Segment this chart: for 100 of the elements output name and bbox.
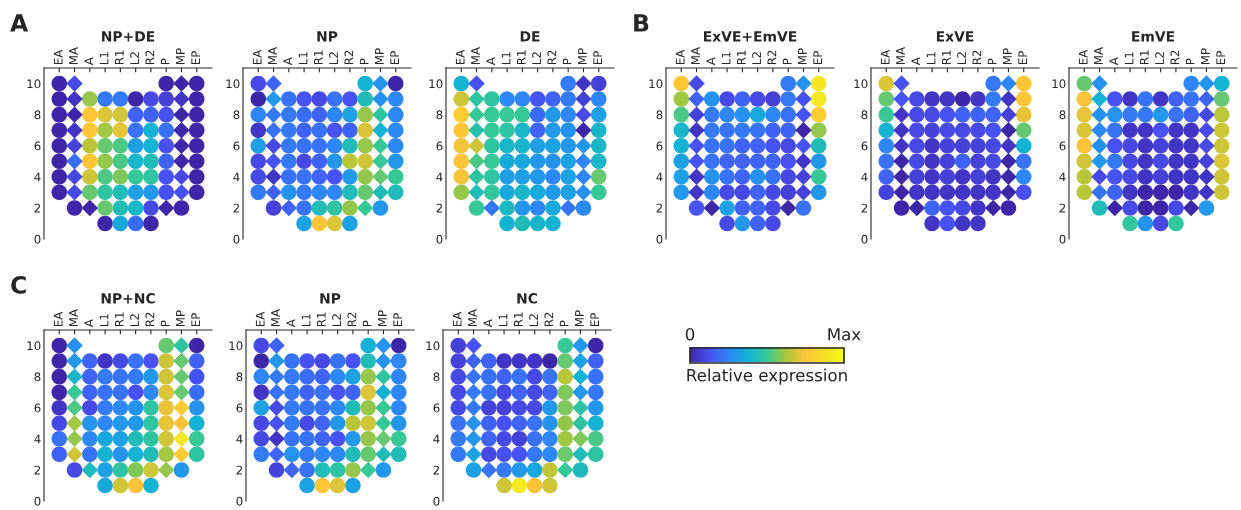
x-tick-label: EP [393, 313, 402, 327]
x-tick-label: L2 [752, 52, 761, 65]
y-tick-label: 4 [233, 172, 240, 182]
y-tick-label: 6 [233, 141, 240, 151]
x-tick-label: P [782, 58, 792, 65]
x-tick-label: MP [375, 48, 384, 65]
x-tick-label: R1 [514, 312, 523, 327]
x-tick-label: MP [1201, 48, 1210, 65]
y-tick-label: 0 [861, 234, 868, 244]
y-tick-label: 4 [433, 434, 440, 444]
x-tick-label: MA [69, 309, 78, 327]
y-tick-label: 0 [34, 234, 41, 244]
y-tick-label: 8 [861, 110, 868, 120]
y-tick-label: 4 [436, 172, 443, 182]
x-tick-label: L1 [501, 52, 511, 65]
x-tick-label: L1 [99, 52, 109, 65]
x-tick-label: R1 [517, 50, 526, 65]
x-tick-label: L1 [1124, 52, 1134, 65]
y-tick-label: 2 [433, 465, 440, 475]
x-tick-label: EA [255, 311, 265, 327]
x-tick-label: P [559, 320, 569, 327]
text: A [10, 14, 29, 32]
x-tick-label: R1 [1140, 50, 1149, 65]
x-tick-label: A [283, 57, 293, 66]
x-tick-label: EP [1018, 51, 1027, 65]
y-tick-label: 4 [34, 172, 41, 182]
y-tick-label: 0 [1059, 234, 1066, 244]
y-tick-label: 8 [1059, 110, 1066, 120]
x-tick-label: L2 [532, 52, 541, 65]
x-tick-label: L2 [130, 314, 139, 327]
y-tick-label: 2 [656, 203, 663, 213]
x-tick-label: A [1109, 57, 1119, 66]
x-tick-label: L2 [1155, 52, 1164, 65]
x-tick-label: MP [176, 48, 185, 65]
x-tick-label: R1 [115, 50, 124, 65]
x-tick-label: MP [1003, 48, 1012, 65]
x-tick-label: MP [176, 310, 185, 327]
text: C [11, 275, 26, 294]
y-tick-label: 10 [1052, 79, 1066, 89]
x-tick-label: L1 [301, 314, 311, 327]
x-tick-label: L2 [332, 314, 341, 327]
x-tick-label: P [359, 58, 369, 65]
x-tick-label: EA [252, 49, 262, 65]
x-tick-label: R2 [344, 50, 354, 65]
y-tick-label: 6 [656, 141, 663, 151]
x-tick-label: R2 [767, 50, 777, 65]
x-tick-label: MP [378, 310, 387, 327]
x-tick-label: L1 [721, 52, 731, 65]
x-tick-label: L2 [957, 52, 966, 65]
text: B [634, 14, 649, 32]
x-tick-label: R2 [347, 312, 357, 327]
x-tick-label: P [362, 320, 372, 327]
x-tick-label: L2 [529, 314, 538, 327]
x-tick-label: P [1185, 58, 1195, 65]
y-tick-label: 8 [236, 372, 243, 382]
chart-title: NP+DE [102, 31, 155, 42]
x-tick-label: L2 [329, 52, 338, 65]
y-tick-label: 8 [656, 110, 663, 120]
x-tick-label: EA [452, 311, 462, 327]
x-tick-label: P [160, 320, 170, 327]
y-tick-label: 10 [429, 79, 443, 89]
x-tick-label: A [84, 57, 94, 66]
y-tick-label: 4 [656, 172, 663, 182]
y-tick-label: 10 [27, 341, 41, 351]
x-tick-label: MP [798, 48, 807, 65]
x-tick-label: EP [590, 313, 599, 327]
x-tick-label: R2 [145, 50, 155, 65]
color-bar-label: 0 [685, 328, 695, 341]
y-tick-label: 2 [34, 203, 41, 213]
x-tick-label: L2 [130, 52, 139, 65]
y-tick-label: 10 [854, 79, 868, 89]
x-tick-label: EP [191, 313, 200, 327]
x-tick-label: R2 [145, 312, 155, 327]
y-tick-label: 6 [236, 403, 243, 413]
y-tick-label: 10 [649, 79, 663, 89]
x-tick-label: EP [191, 51, 200, 65]
y-tick-label: 2 [233, 203, 240, 213]
chart-title: ExVE [936, 31, 974, 42]
y-tick-label: 6 [861, 141, 868, 151]
x-tick-label: EP [1216, 51, 1225, 65]
x-tick-label: R1 [737, 50, 746, 65]
y-tick-label: 8 [34, 372, 41, 382]
y-tick-label: 2 [236, 465, 243, 475]
chart-title: NP [317, 31, 338, 42]
x-tick-label: MA [896, 47, 905, 65]
x-tick-label: EA [53, 311, 63, 327]
chart-title: DE [520, 31, 540, 42]
x-tick-label: R1 [115, 312, 124, 327]
y-tick-label: 0 [236, 496, 243, 506]
chart-title: NC [517, 293, 538, 304]
y-tick-label: 4 [34, 434, 41, 444]
x-tick-label: MP [578, 48, 587, 65]
y-tick-label: 4 [1059, 172, 1066, 182]
color-bar-label: Max [828, 328, 861, 341]
y-tick-label: 0 [34, 496, 41, 506]
y-tick-label: 2 [436, 203, 443, 213]
x-tick-label: R2 [1170, 50, 1180, 65]
x-tick-label: A [706, 57, 716, 66]
x-tick-label: MA [1094, 47, 1103, 65]
y-tick-label: 2 [1059, 203, 1066, 213]
